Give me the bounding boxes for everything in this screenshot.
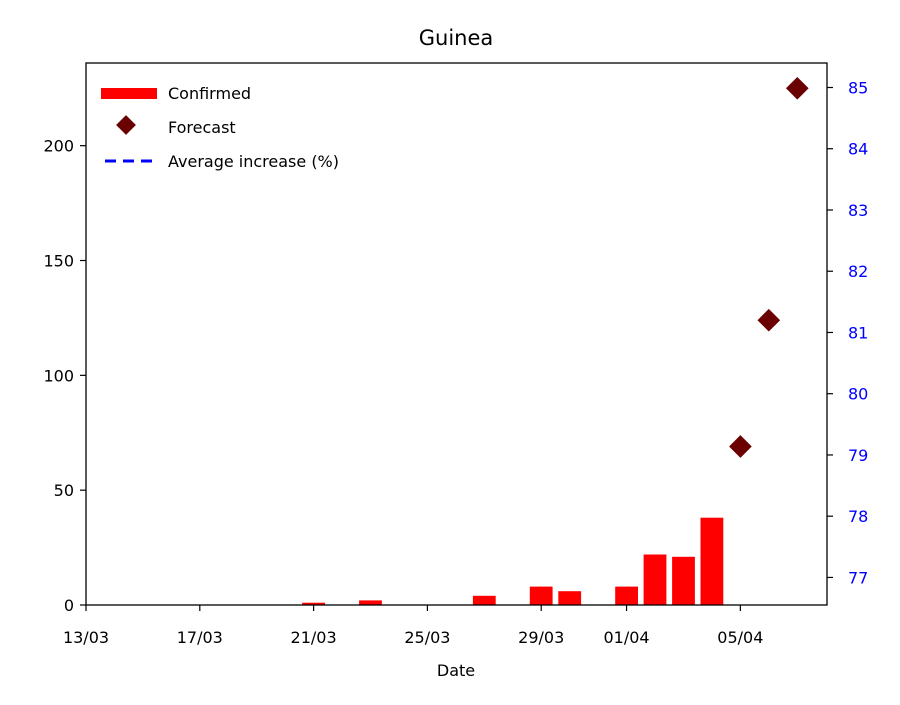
bars-layer (302, 517, 724, 605)
y2-tick-label: 85 (848, 78, 868, 97)
forecast-point (785, 76, 809, 100)
x-tick-label: 29/03 (518, 628, 564, 647)
x-tick-label: 13/03 (63, 628, 109, 647)
bar-confirmed (529, 586, 553, 605)
y-axis-left: 0 50 100 150 200 (43, 137, 86, 615)
x-tick-label: 01/04 (603, 628, 649, 647)
legend-label-forecast: Forecast (168, 118, 236, 137)
y-tick-label: 100 (43, 366, 74, 385)
bar-confirmed (615, 586, 638, 605)
y2-tick-label: 82 (848, 262, 868, 281)
x-tick-label: 21/03 (291, 628, 337, 647)
plot-frame (85, 62, 828, 606)
y2-tick-label: 80 (848, 385, 868, 404)
bar-confirmed (359, 600, 382, 605)
y2-tick-label: 81 (848, 323, 868, 342)
y-tick-label: 0 (64, 596, 74, 615)
legend-label-confirmed: Confirmed (168, 84, 251, 103)
bar-confirmed (700, 517, 724, 605)
y2-tick-label: 79 (848, 446, 868, 465)
y-tick-label: 50 (54, 481, 74, 500)
forecast-point (729, 435, 752, 458)
x-tick-label: 05/04 (717, 628, 763, 647)
bar-confirmed (672, 556, 695, 605)
legend-label-average-increase: Average increase (%) (168, 152, 339, 171)
x-tick-label: 17/03 (177, 628, 223, 647)
x-axis: 13/03 17/03 21/03 25/03 29/03 01/04 05/04 (63, 605, 763, 647)
chart-title: Guinea (419, 26, 494, 50)
y2-tick-label: 78 (848, 507, 868, 526)
bar-confirmed (472, 595, 496, 605)
legend-swatch-forecast (116, 115, 136, 135)
y2-tick-label: 77 (848, 568, 868, 587)
x-tick-label: 25/03 (404, 628, 450, 647)
y-tick-label: 150 (43, 252, 74, 271)
bar-confirmed (643, 554, 667, 605)
legend: Confirmed Forecast Average increase (%) (101, 84, 339, 171)
y2-tick-label: 84 (848, 140, 868, 159)
forecast-markers-layer (729, 76, 809, 458)
bar-confirmed (558, 591, 582, 605)
legend-swatch-confirmed (101, 88, 157, 99)
y-axis-right: 77 78 79 80 81 82 83 84 85 (827, 78, 868, 587)
forecast-point (757, 308, 781, 332)
y-tick-label: 200 (43, 137, 74, 156)
x-axis-label: Date (437, 661, 475, 680)
y2-tick-label: 83 (848, 201, 868, 220)
bar-confirmed (302, 602, 325, 605)
